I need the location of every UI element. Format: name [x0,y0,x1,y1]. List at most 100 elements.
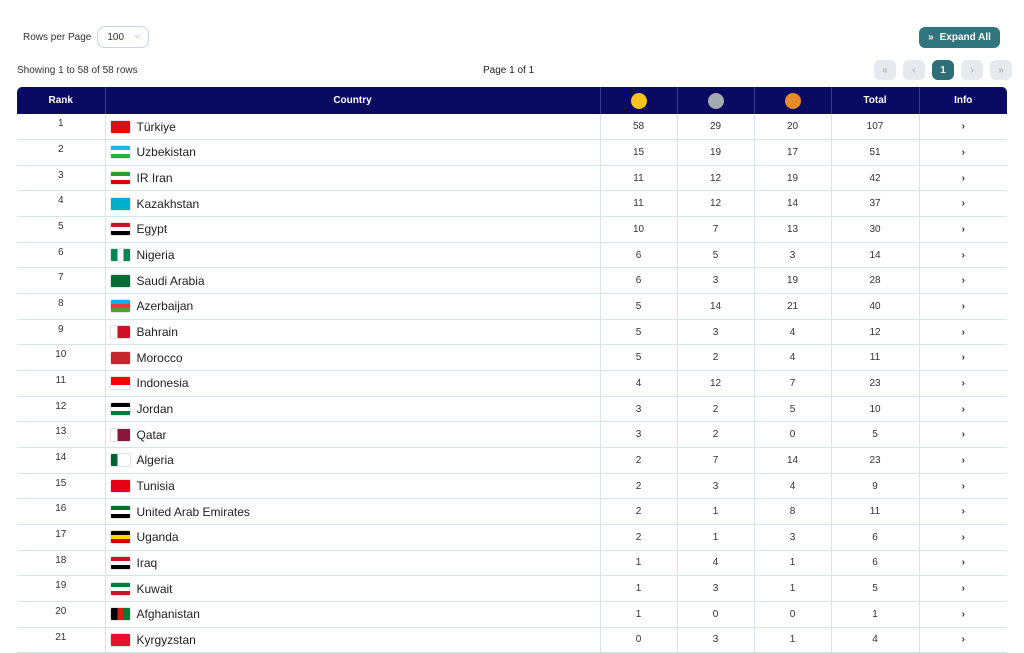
table-row[interactable]: 6 Nigeria 6 5 3 14 › [17,242,1007,269]
country-name: Azerbaijan [136,299,194,314]
country-wrapper: Egypt [109,222,600,237]
country-wrapper: United Arab Emirates [109,504,600,519]
next-page-button[interactable]: › [961,60,983,80]
country-cell: Saudi Arabia [105,267,601,295]
info-cell[interactable]: › [919,447,1007,474]
table-row[interactable]: 8 Azerbaijan 5 14 21 40 › [17,293,1007,320]
country-flag-icon [109,555,131,570]
info-cell[interactable]: › [919,550,1007,577]
chevron-right-icon[interactable]: › [961,531,965,543]
info-cell[interactable]: › [919,473,1007,500]
info-cell[interactable]: › [919,114,1007,141]
table-row[interactable]: 12 Jordan 3 2 5 10 › [17,396,1007,423]
table-row[interactable]: 3 IR Iran 11 12 19 42 › [17,165,1007,192]
info-cell[interactable]: › [919,627,1007,653]
chevron-right-icon[interactable]: › [961,634,965,646]
chevron-right-icon[interactable]: › [961,172,965,184]
info-cell[interactable]: › [919,344,1007,372]
info-cell[interactable]: › [919,319,1007,346]
table-row[interactable]: 21 Kyrgyzstan 0 3 1 4 › [17,627,1007,653]
country-name: IR Iran [136,171,173,186]
chevron-right-icon[interactable]: › [961,506,965,518]
info-cell[interactable]: › [919,498,1007,525]
chevron-right-icon[interactable]: › [961,146,965,158]
info-cell[interactable]: › [919,190,1007,218]
info-cell[interactable]: › [919,524,1007,551]
gold-header[interactable] [600,87,678,114]
info-cell[interactable]: › [919,601,1007,628]
chevron-right-icon[interactable]: › [961,377,965,389]
country-wrapper: Algeria [109,453,600,468]
country-cell: Türkiye [105,114,601,141]
chevron-right-icon[interactable]: › [961,583,965,595]
chevron-right-icon[interactable]: › [961,326,965,338]
country-flag-icon [109,273,131,288]
chevron-right-icon[interactable]: › [961,121,965,133]
chevron-right-icon[interactable]: › [961,608,965,620]
last-page-button[interactable]: » [990,60,1012,80]
country-header[interactable]: Country [105,87,601,114]
info-cell[interactable]: › [919,216,1007,243]
table-row[interactable]: 9 Bahrain 5 3 4 12 › [17,319,1007,346]
prev-page-button[interactable]: ‹ [903,60,925,80]
gold-count-cell: 5 [600,293,678,320]
table-row[interactable]: 18 Iraq 1 4 1 6 › [17,550,1007,577]
chevron-right-icon[interactable]: › [961,429,965,441]
info-cell[interactable]: › [919,165,1007,192]
bronze-count-cell: 4 [754,344,832,372]
table-row[interactable]: 13 Qatar 3 2 0 5 › [17,421,1007,449]
country-wrapper: Iraq [109,555,600,570]
country-flag-icon [109,581,131,596]
total-header[interactable]: Total [831,87,920,114]
chevron-right-icon[interactable]: › [961,403,965,415]
bronze-header[interactable] [754,87,832,114]
table-row[interactable]: 20 Afghanistan 1 0 0 1 › [17,601,1007,628]
info-cell[interactable]: › [919,575,1007,602]
info-cell[interactable]: › [919,421,1007,449]
table-row[interactable]: 7 Saudi Arabia 6 3 19 28 › [17,267,1007,295]
gold-count-cell: 11 [600,165,678,192]
table-row[interactable]: 11 Indonesia 4 12 7 23 › [17,370,1007,397]
table-row[interactable]: 17 Uganda 2 1 3 6 › [17,524,1007,551]
expand-all-button[interactable]: » Expand All [919,27,1000,48]
table-row[interactable]: 5 Egypt 10 7 13 30 › [17,216,1007,243]
info-cell[interactable]: › [919,396,1007,423]
country-name: Nigeria [136,248,175,263]
first-page-button[interactable]: « [874,60,896,80]
bronze-count-cell: 4 [754,319,832,346]
chevron-right-icon[interactable]: › [961,198,965,210]
table-row[interactable]: 2 Uzbekistan 15 19 17 51 › [17,139,1007,166]
silver-count-cell: 1 [677,498,755,525]
table-row[interactable]: 15 Tunisia 2 3 4 9 › [17,473,1007,500]
table-row[interactable]: 14 Algeria 2 7 14 23 › [17,447,1007,474]
bronze-count-cell: 20 [754,114,832,141]
rank-cell: 15 [17,473,106,500]
info-cell[interactable]: › [919,242,1007,269]
rank-header[interactable]: Rank [17,87,106,114]
silver-count-cell: 29 [677,114,755,141]
table-row[interactable]: 16 United Arab Emirates 2 1 8 11 › [17,498,1007,525]
info-cell[interactable]: › [919,267,1007,295]
current-page-button[interactable]: 1 [932,60,954,80]
chevron-right-icon[interactable]: › [961,249,965,261]
chevron-right-icon[interactable]: › [961,223,965,235]
info-cell[interactable]: › [919,139,1007,166]
chevron-right-icon[interactable]: › [961,454,965,466]
table-row[interactable]: 4 Kazakhstan 11 12 14 37 › [17,190,1007,218]
info-cell[interactable]: › [919,293,1007,320]
chevron-right-icon[interactable]: › [961,352,965,364]
info-cell[interactable]: › [919,370,1007,397]
chevron-right-icon[interactable]: › [961,300,965,312]
gold-count-cell: 6 [600,242,678,269]
showing-rows-text: Showing 1 to 58 of 58 rows [17,65,138,76]
chevron-right-icon[interactable]: › [961,480,965,492]
table-row[interactable]: 1 Türkiye 58 29 20 107 › [17,114,1007,141]
table-row[interactable]: 19 Kuwait 1 3 1 5 › [17,575,1007,602]
silver-header[interactable] [677,87,755,114]
chevron-right-icon[interactable]: › [961,275,965,287]
rows-per-page-select[interactable]: 100 ⌵ [97,26,150,48]
chevron-right-icon[interactable]: › [961,557,965,569]
silver-count-cell: 3 [677,627,755,653]
table-row[interactable]: 10 Morocco 5 2 4 11 › [17,344,1007,372]
